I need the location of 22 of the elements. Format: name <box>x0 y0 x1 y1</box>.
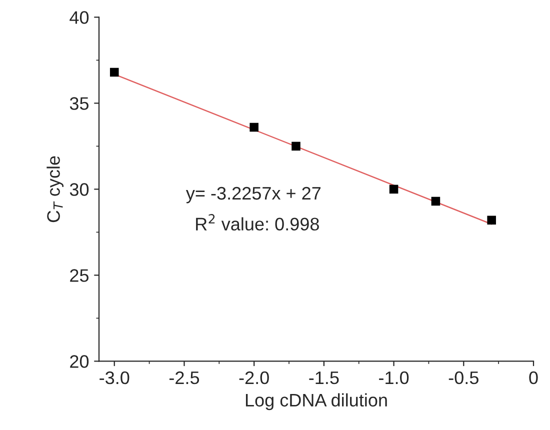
x-axis-title: Log cDNA dilution <box>246 393 387 410</box>
point <box>389 184 398 194</box>
point <box>431 196 440 206</box>
x-tick-label: -2.5 <box>169 371 200 384</box>
x-tick-label: 0 <box>529 371 538 384</box>
y-tick-label: 40 <box>70 11 89 24</box>
annotation: y= -3.2257x + 27 <box>186 186 321 204</box>
annotation: R$^{2}$ value: 0.998 <box>196 214 319 231</box>
point <box>292 142 300 151</box>
y-axis-title: C$_{T}$ cycle <box>46 156 64 222</box>
x-tick-label: -1.5 <box>309 372 339 384</box>
x-tick-label: -1.0 <box>379 371 409 384</box>
y-tick-label: 30 <box>70 183 89 196</box>
point <box>250 122 258 132</box>
x-tick-label: -2.0 <box>239 371 269 384</box>
x-tick-label: -3.0 <box>100 371 130 384</box>
y-tick-label: 25 <box>70 269 89 282</box>
y-tick-label: 20 <box>70 355 89 368</box>
x-tick-label: -0.5 <box>448 371 478 384</box>
point <box>110 68 119 77</box>
point <box>487 216 496 225</box>
y-tick-label: 35 <box>70 97 89 110</box>
